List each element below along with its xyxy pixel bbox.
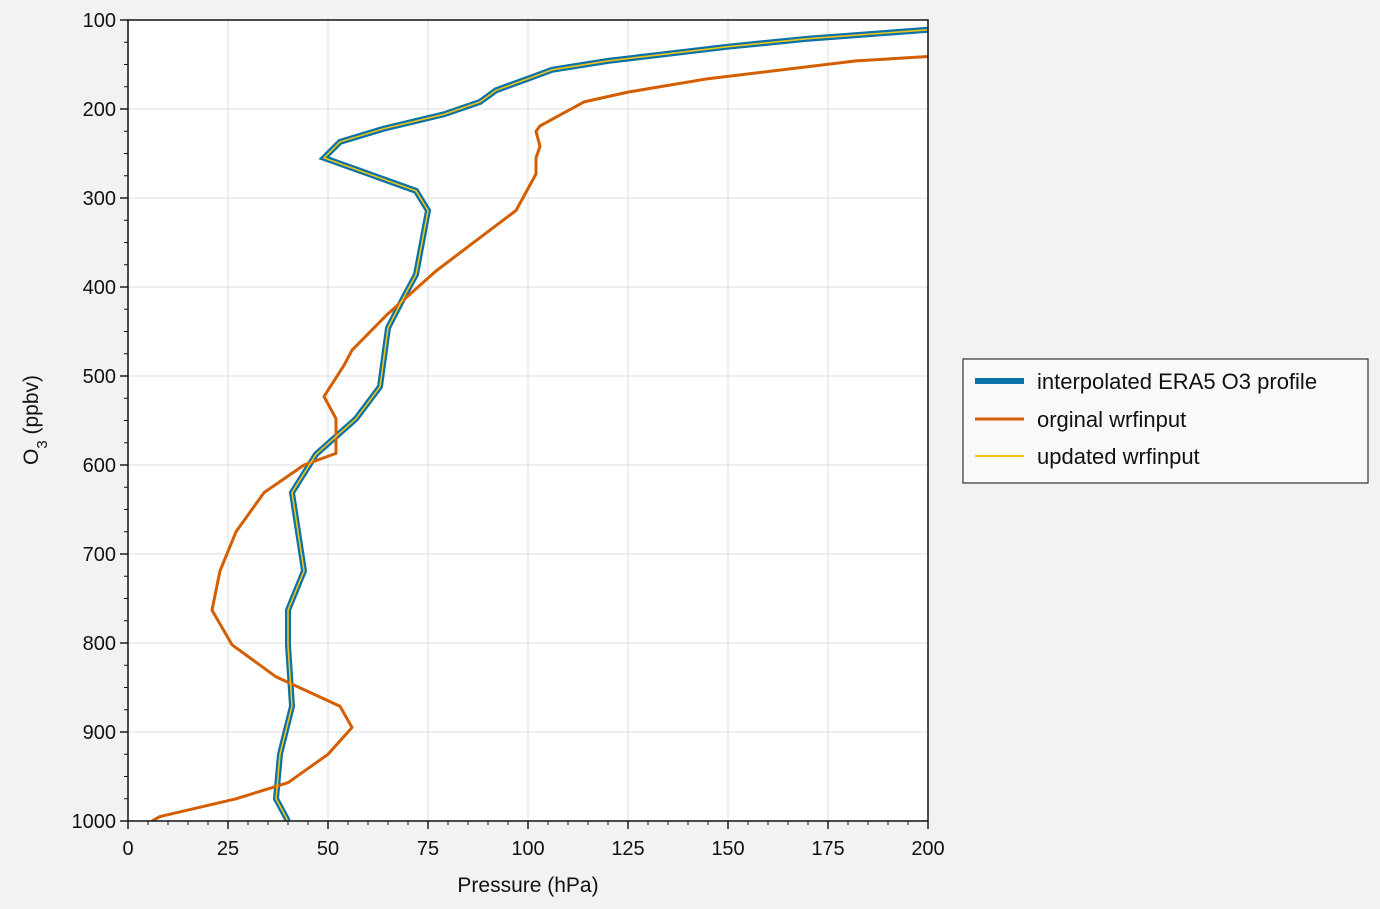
y-axis-label-main: O — [20, 449, 43, 465]
legend-label-original: orginal wrfinput — [1037, 407, 1186, 432]
x-tick-label: 100 — [511, 838, 544, 860]
y-axis-label-rest: (ppbv) — [20, 375, 43, 440]
y-axis-label: O3 (ppbv) — [20, 375, 51, 465]
y-tick-label: 600 — [83, 455, 116, 477]
legend-label-era5: interpolated ERA5 O3 profile — [1037, 369, 1317, 394]
x-tick-label: 50 — [317, 838, 339, 860]
x-tick-label: 0 — [122, 838, 133, 860]
y-tick-label: 800 — [83, 633, 116, 655]
series-1-line — [151, 55, 928, 821]
x-tick-label: 125 — [611, 838, 644, 860]
x-tick-label: 25 — [217, 838, 239, 860]
y-tick-label: 200 — [83, 99, 116, 121]
legend-label-updated: updated wrfinput — [1037, 444, 1200, 469]
x-tick-label: 75 — [417, 838, 439, 860]
series-layer — [151, 26, 928, 821]
legend-box — [962, 358, 1369, 484]
y-tick-label: 700 — [83, 544, 116, 566]
y-tick-label: 400 — [83, 277, 116, 299]
y-tick-label: 1000 — [72, 811, 117, 833]
y-tick-label: 100 — [83, 10, 116, 32]
y-tick-labels: 100 200 300 400 500 600 700 800 900 1000 — [72, 10, 117, 833]
x-tick-label: 175 — [811, 838, 844, 860]
y-tick-label: 500 — [83, 366, 116, 388]
ticks — [120, 19, 929, 829]
x-tick-label: 200 — [911, 838, 944, 860]
y-tick-label: 300 — [83, 188, 116, 210]
y-axis-label-subscript: 3 — [34, 440, 51, 448]
x-tick-labels: 0 25 50 75 100 125 150 175 200 — [122, 838, 944, 860]
series-2-line — [275, 29, 928, 821]
legend: interpolated ERA5 O3 profile orginal wrf… — [962, 358, 1369, 484]
y-tick-label: 900 — [83, 722, 116, 744]
x-axis-label: Pressure (hPa) — [457, 874, 598, 897]
x-tick-label: 150 — [711, 838, 744, 860]
